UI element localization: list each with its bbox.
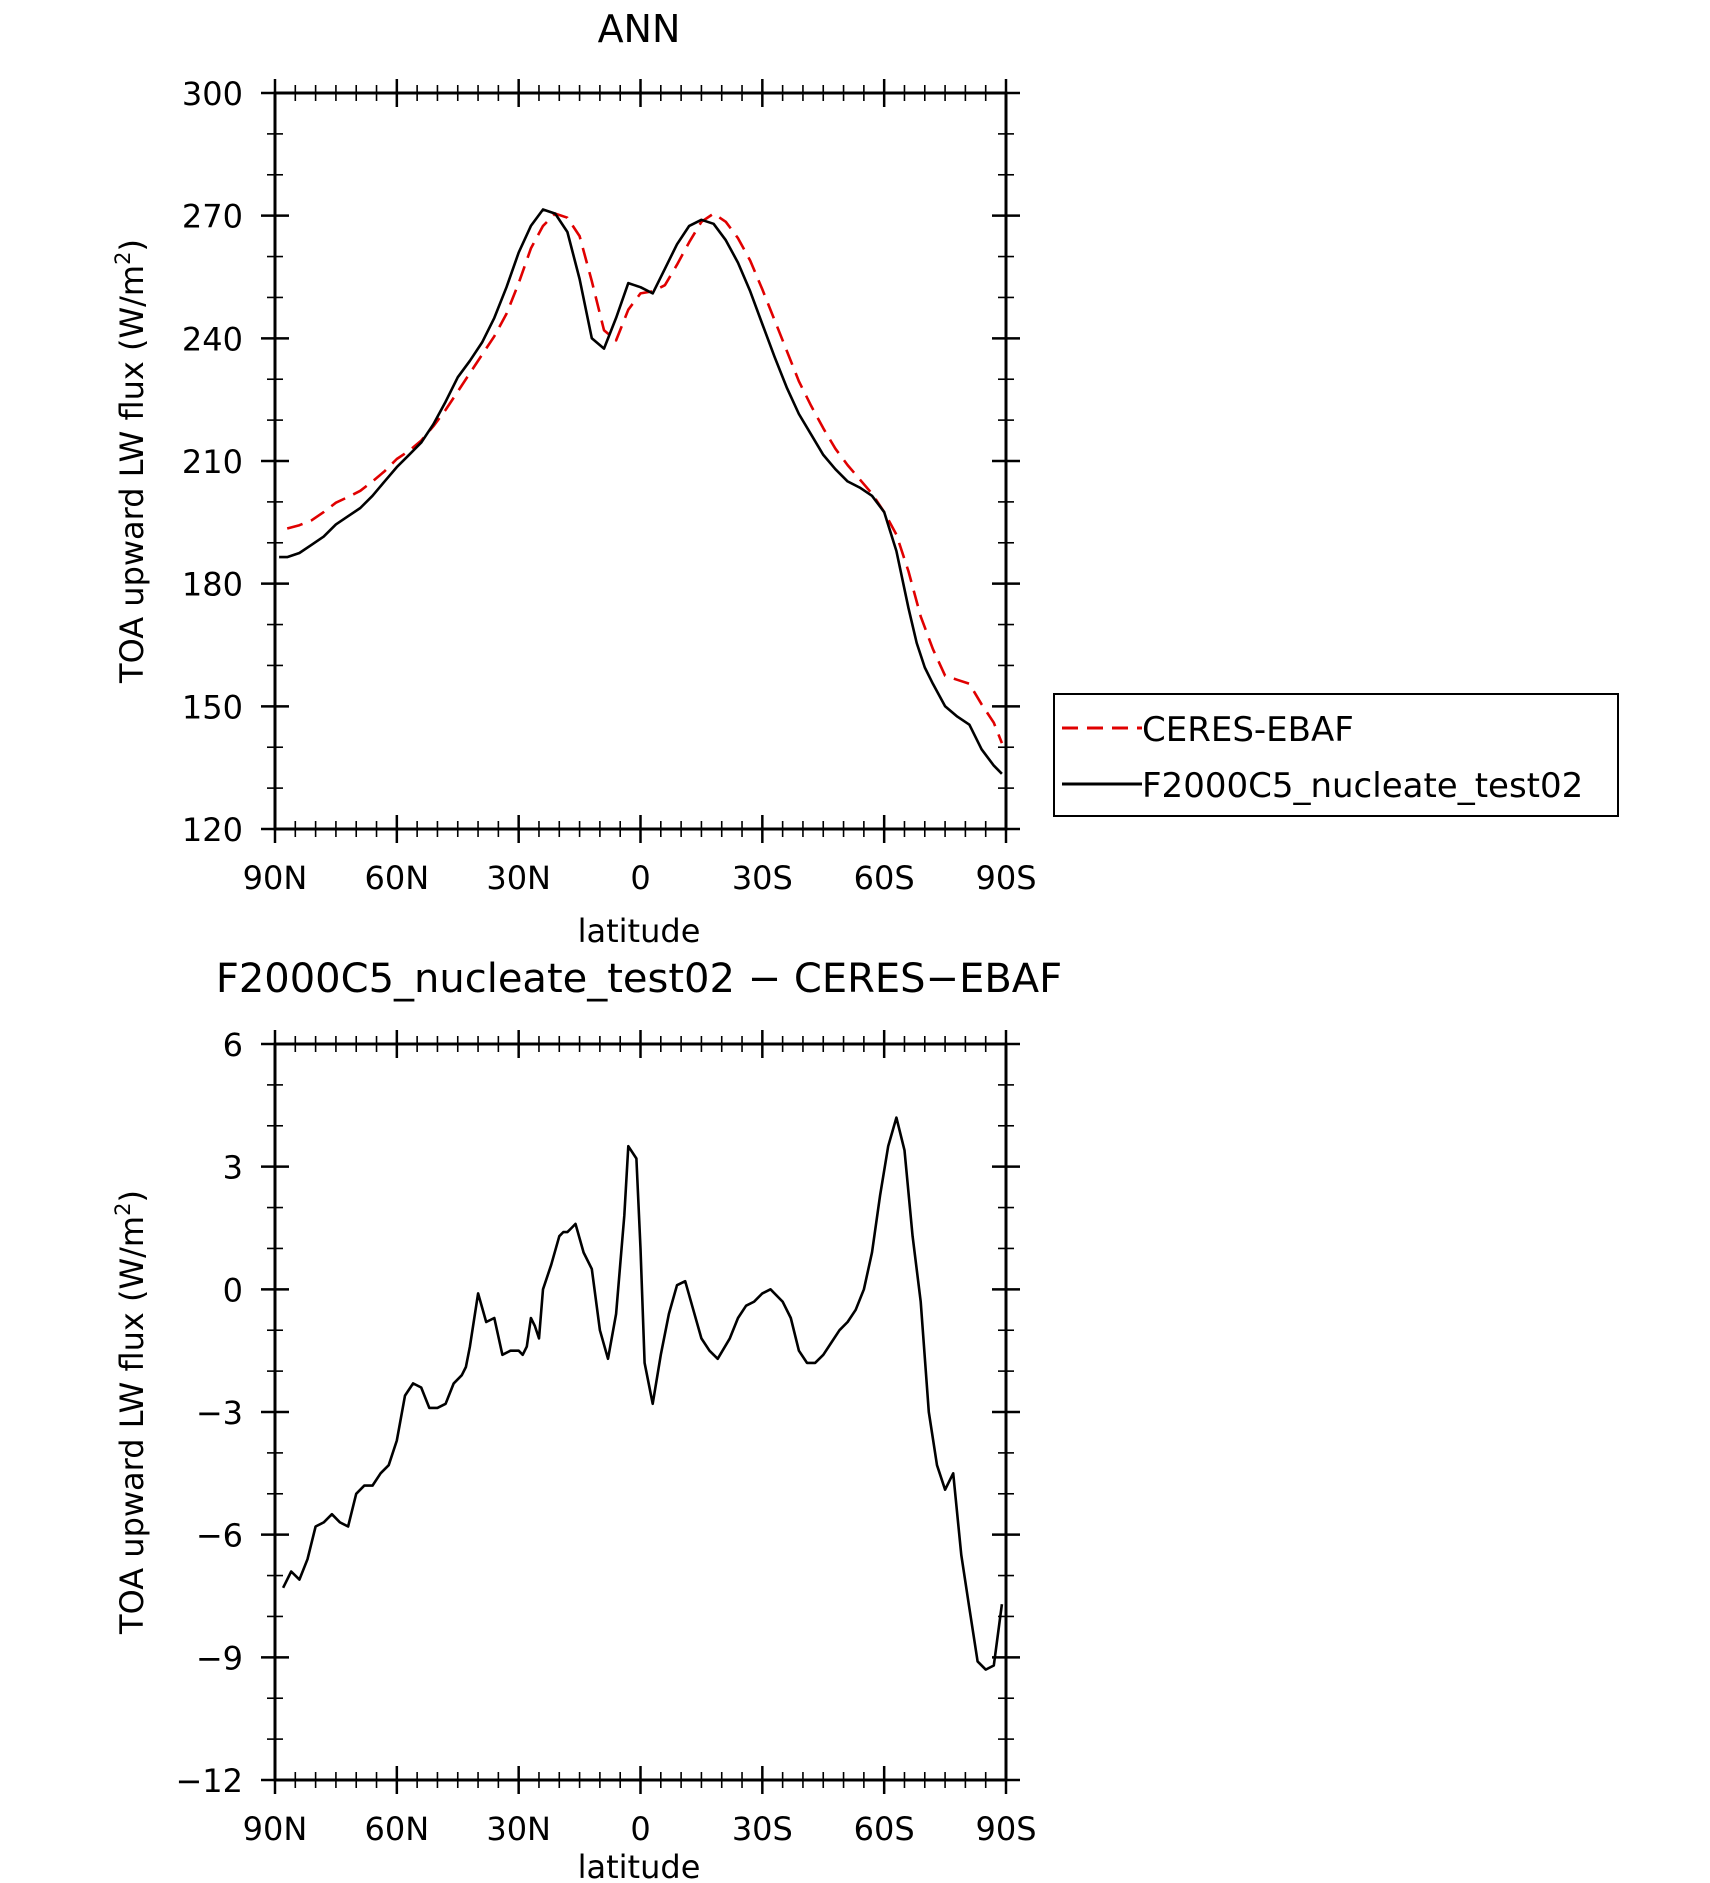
y-tick-label: −9: [196, 1639, 243, 1677]
plot-frame: [273, 91, 1008, 831]
panel-title: F2000C5_nucleate_test02 − CERES−EBAF: [216, 956, 1062, 1002]
y-tick-label: 0: [223, 1271, 243, 1309]
x-tick-label: 90N: [243, 1810, 308, 1848]
x-tick-label: 60S: [854, 1810, 915, 1848]
series-line-difference: [281, 1116, 1004, 1671]
y-axis-ticks: 120 150 180 210 240 270 300: [182, 75, 1020, 849]
x-axis-label: latitude: [578, 912, 701, 950]
y-tick-label: 210: [182, 443, 243, 481]
y-tick-label: −12: [175, 1762, 243, 1800]
panel-title: ANN: [598, 7, 681, 51]
x-tick-label: 0: [630, 1810, 650, 1848]
x-tick-label: 90S: [975, 859, 1036, 897]
x-tick-label: 0: [630, 859, 650, 897]
series-layer: [281, 1116, 1004, 1671]
difference-panel: F2000C5_nucleate_test02 − CERES−EBAF −12…: [111, 956, 1062, 1883]
y-tick-label: 240: [182, 320, 243, 358]
series-layer: [279, 208, 1004, 775]
y-tick-label: 6: [223, 1026, 243, 1064]
x-tick-label: 60S: [854, 859, 915, 897]
y-axis-label: TOA upward LW flux (W/m2): [111, 1190, 151, 1635]
x-tick-label: 60N: [365, 859, 430, 897]
plot-frame: [273, 1042, 1008, 1782]
series-line-ceres-ebaf: [286, 212, 1004, 744]
y-tick-label: 3: [223, 1149, 243, 1187]
legend: CERES-EBAF F2000C5_nucleate_test02: [1053, 693, 1619, 817]
y-tick-label: −6: [196, 1517, 243, 1555]
y-tick-label: −3: [196, 1394, 243, 1432]
y-tick-label: 270: [182, 198, 243, 236]
x-axis-ticks: 90N 60N 30N 0 30S 60S 90S: [243, 79, 1037, 897]
y-tick-label: 120: [182, 811, 243, 849]
x-axis-label: latitude: [578, 1848, 701, 1883]
x-tick-label: 30N: [486, 1810, 551, 1848]
legend-label-ceres-ebaf: CERES-EBAF: [1142, 710, 1354, 750]
x-tick-label: 30S: [732, 1810, 793, 1848]
y-axis-ticks: −12 −9 −6 −3 0 3 6: [175, 1026, 1020, 1800]
x-tick-label: 30S: [732, 859, 793, 897]
y-tick-label: 150: [182, 688, 243, 726]
y-tick-label: 300: [182, 75, 243, 113]
y-axis-label: TOA upward LW flux (W/m2): [111, 239, 151, 684]
x-tick-label: 90N: [243, 859, 308, 897]
latitude-profile-panel: ANN 120 150 180 210 240 270 300 90N 60N 30N 0 30S 6…: [111, 7, 1619, 950]
legend-box: [1053, 693, 1619, 817]
x-tick-label: 30N: [486, 859, 551, 897]
series-line-f2000c5-nucleate-test02: [279, 208, 1003, 775]
x-axis-ticks: 90N 60N 30N 0 30S 60S 90S: [243, 1030, 1037, 1848]
x-tick-label: 90S: [975, 1810, 1036, 1848]
x-tick-label: 60N: [365, 1810, 430, 1848]
legend-label-model: F2000C5_nucleate_test02: [1142, 766, 1583, 806]
y-tick-label: 180: [182, 566, 243, 604]
